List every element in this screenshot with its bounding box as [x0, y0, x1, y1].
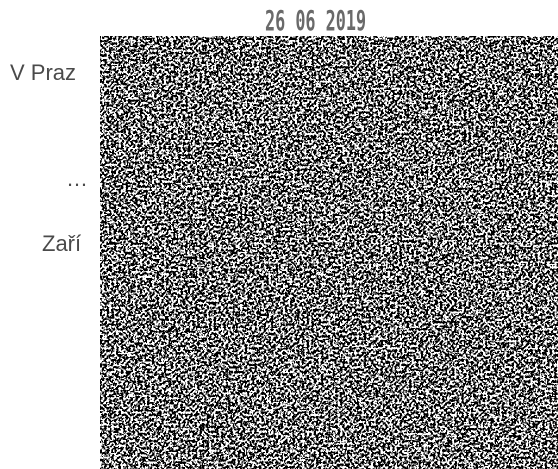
text-line: Zaří	[42, 231, 81, 256]
redaction-noise	[100, 36, 558, 469]
date-stamp: 26 06 2019	[265, 6, 366, 37]
text-line: …	[66, 166, 88, 191]
text-line: V Praz	[10, 60, 76, 85]
